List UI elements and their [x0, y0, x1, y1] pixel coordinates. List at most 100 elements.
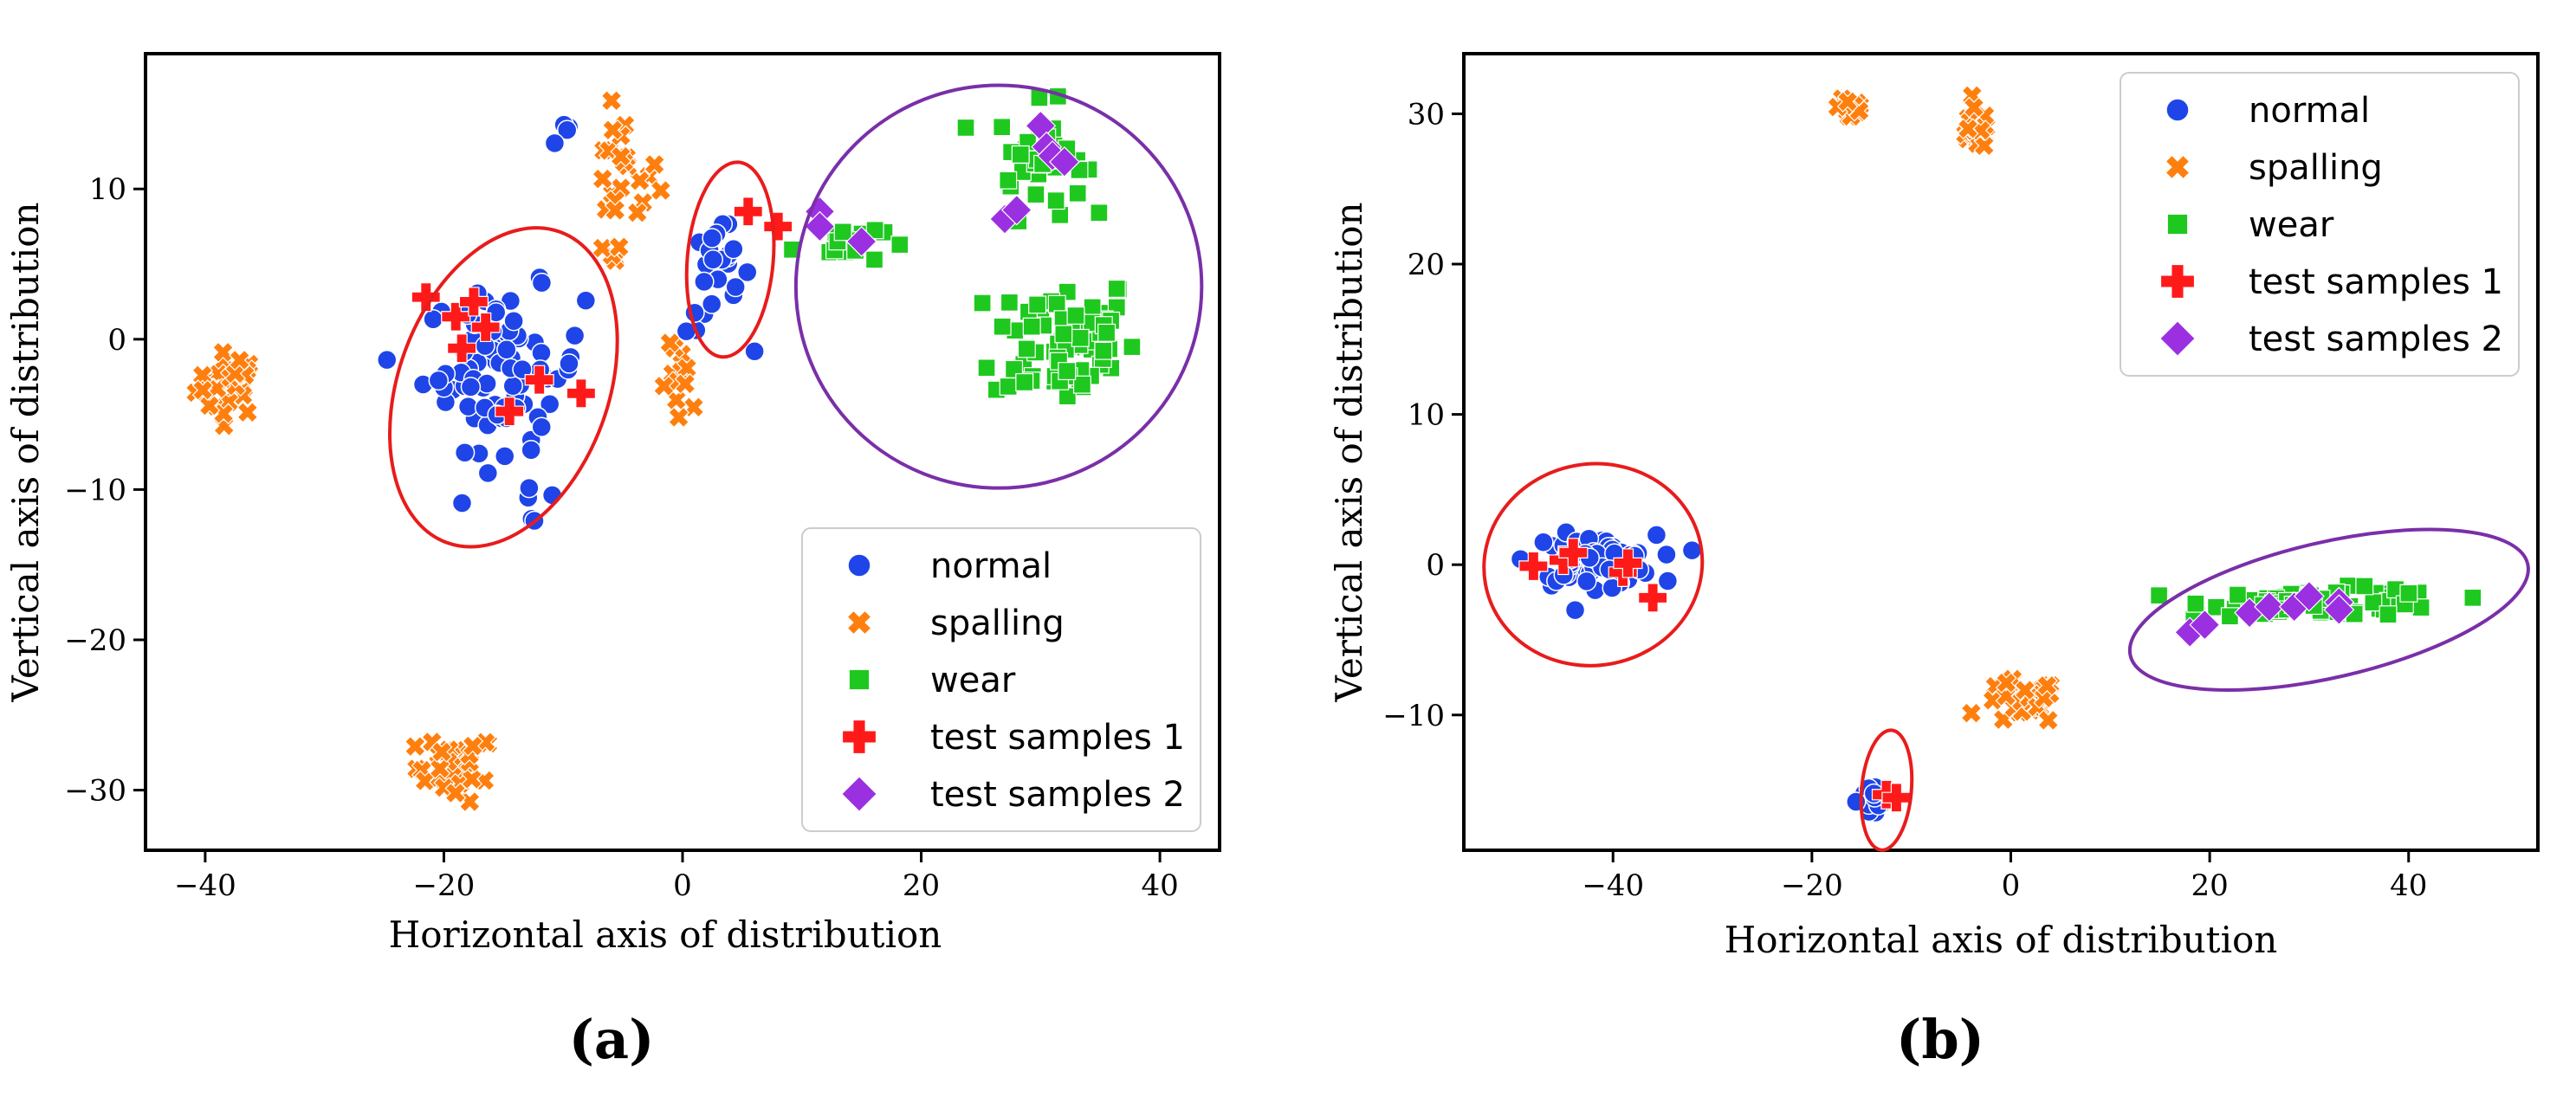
legend-label: spalling — [2249, 148, 2383, 188]
spalling-point — [668, 406, 690, 429]
wear-point — [1107, 279, 1126, 298]
normal-point — [454, 442, 476, 463]
legend-label: wear — [2249, 205, 2334, 245]
red-ellipse — [388, 226, 619, 549]
y-tick-label: 10 — [1408, 398, 1445, 433]
y-tick-label: −10 — [1382, 699, 1445, 733]
legend-label: normal — [2249, 91, 2370, 131]
spalling-point — [1836, 91, 1859, 113]
spalling-point — [602, 119, 624, 141]
wear-point — [1066, 306, 1085, 325]
spalling-point — [2036, 674, 2058, 697]
spalling-point — [610, 145, 632, 168]
normal-point — [531, 416, 552, 438]
spalling-point — [2037, 709, 2060, 732]
legend-label: spalling — [930, 603, 1065, 643]
normal-point — [502, 376, 523, 397]
legend-marker-normal — [847, 553, 871, 578]
y-axis-label-a: Vertical axis of distribution — [4, 202, 47, 702]
test-sample-1-point — [1881, 783, 1912, 813]
normal-point — [544, 132, 566, 154]
y-tick-label: 10 — [89, 172, 126, 207]
spalling-point — [1995, 672, 2017, 694]
marks-b — [1482, 85, 2530, 852]
spalling-point — [430, 741, 453, 763]
spalling-point — [653, 375, 675, 397]
test-sample-1-point — [1518, 551, 1549, 582]
spalling-point — [1963, 96, 1985, 119]
test-sample-2-point — [2323, 594, 2355, 626]
normal-point — [451, 493, 473, 513]
caption-b: (b) — [1896, 1008, 1984, 1071]
red-ellipse — [1482, 461, 1705, 668]
normal-point — [736, 261, 758, 283]
spalling-point — [444, 782, 467, 804]
legend-label: test samples 1 — [2249, 262, 2503, 302]
y-tick-label: −30 — [64, 774, 126, 809]
normal-point — [519, 477, 540, 499]
x-tick-label: −20 — [413, 868, 476, 903]
legend-a: normal spalling wear test samples 1 test sam… — [801, 527, 1201, 832]
normal-point — [1657, 571, 1679, 591]
wear-point — [890, 236, 909, 255]
wear-point — [1000, 293, 1019, 312]
normal-point — [575, 290, 597, 311]
test-sample-1-point — [763, 211, 793, 242]
y-tick-label: 0 — [107, 323, 126, 358]
normal-point — [694, 271, 715, 293]
wear-point — [1123, 338, 1142, 357]
wear-point — [833, 223, 852, 242]
test-sample-2-point — [2294, 580, 2325, 612]
spalling-point — [191, 379, 214, 401]
wear-point — [2399, 584, 2418, 603]
x-tick-label: 20 — [2191, 868, 2228, 903]
legend-box — [2120, 72, 2520, 377]
test-sample-1-point — [733, 197, 763, 227]
x-tick-label: −40 — [174, 868, 236, 903]
caption-a: (a) — [569, 1008, 655, 1071]
legend-label: normal — [930, 546, 1052, 586]
wear-point — [1022, 317, 1041, 336]
wear-point — [1072, 375, 1091, 394]
x-tick-label: 0 — [673, 868, 692, 903]
test-sample-2-point — [2189, 609, 2221, 641]
marks-a — [184, 83, 1204, 813]
normal-point — [539, 394, 560, 415]
wear-point — [1026, 185, 1045, 204]
normal-point — [1681, 539, 1703, 561]
spalling-point — [592, 168, 614, 190]
x-tick-label: 0 — [2002, 868, 2021, 903]
y-tick-label: 20 — [1408, 248, 1445, 282]
spalling-point — [604, 199, 626, 222]
test-sample-2-point — [845, 226, 877, 257]
legend-box — [801, 527, 1201, 832]
purple-ellipse — [2127, 527, 2530, 692]
test-sample-1-point — [458, 287, 489, 317]
legend-marker-test1 — [841, 719, 877, 755]
spalling-point — [674, 372, 696, 395]
y-tick-label: −20 — [64, 623, 126, 658]
test-sample-1-point — [524, 365, 554, 395]
x-tick-label: 20 — [903, 868, 940, 903]
wear-point — [2379, 605, 2398, 624]
wear-point — [973, 294, 992, 313]
wear-point — [1017, 339, 1036, 358]
normal-point — [521, 440, 541, 461]
normal-point — [702, 249, 724, 270]
normal-point — [1533, 532, 1554, 552]
normal-point — [477, 462, 499, 484]
legend-marker-wear — [848, 668, 871, 691]
legend-label: test samples 1 — [930, 718, 1185, 758]
legend-label: test samples 2 — [930, 775, 1185, 815]
normal-point — [1576, 571, 1597, 592]
wear-point — [977, 358, 996, 378]
spalling-point — [665, 389, 688, 411]
wear-point — [2355, 577, 2374, 596]
y-tick-label: 30 — [1408, 97, 1445, 132]
wear-point — [1083, 298, 1102, 317]
spalling-point — [1957, 118, 1979, 140]
wear-point — [1015, 372, 1034, 391]
test-sample-1-point — [495, 397, 525, 427]
legend-marker-wear — [2166, 213, 2189, 236]
wear-point — [2186, 594, 2205, 613]
